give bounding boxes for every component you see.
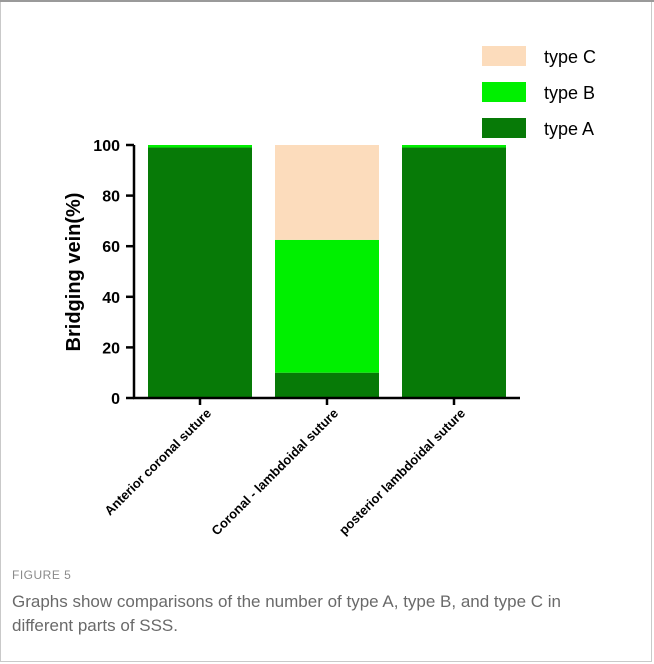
figure-caption: Graphs show comparisons of the number of… <box>12 592 562 635</box>
bars <box>148 145 506 398</box>
x-tick-label: Coronal - lambdoidal suture <box>208 406 341 539</box>
bar-type-c-2 <box>275 145 379 240</box>
y-tick-label: 40 <box>102 290 120 307</box>
y-tick-label: 0 <box>111 391 120 408</box>
legend-swatch-type-a <box>482 118 526 138</box>
y-tick-label: 80 <box>102 189 120 206</box>
y-tick-label: 60 <box>102 239 120 256</box>
legend-swatch-type-b <box>482 82 526 102</box>
y-ticks: 0 20 40 60 80 100 <box>93 138 134 408</box>
top-rule <box>0 0 654 2</box>
legend-label: type B <box>544 83 595 103</box>
stacked-bar-chart: type C type B type A 0 20 40 60 80 100 Anterior… <box>63 46 596 538</box>
x-tick-label: Anterior coronal suture <box>101 406 214 519</box>
legend-label: type A <box>544 119 594 139</box>
bar-type-b-1 <box>148 145 252 148</box>
bar-type-a-3 <box>402 147 506 398</box>
y-tick-label: 100 <box>93 138 120 155</box>
bar-type-a-1 <box>148 147 252 398</box>
bar-type-b-3 <box>402 145 506 148</box>
legend-label: type C <box>544 47 596 67</box>
legend: type C type B type A <box>482 46 596 139</box>
figure-label: FIGURE 5 <box>12 568 72 582</box>
y-tick-label: 20 <box>102 340 120 357</box>
x-tick-label: posterior lambdoidal suture <box>336 406 468 538</box>
legend-swatch-type-c <box>482 46 526 66</box>
y-axis-label: Bridging vein(%) <box>63 193 85 352</box>
bar-type-a-2 <box>275 372 379 398</box>
bar-type-b-2 <box>275 239 379 373</box>
